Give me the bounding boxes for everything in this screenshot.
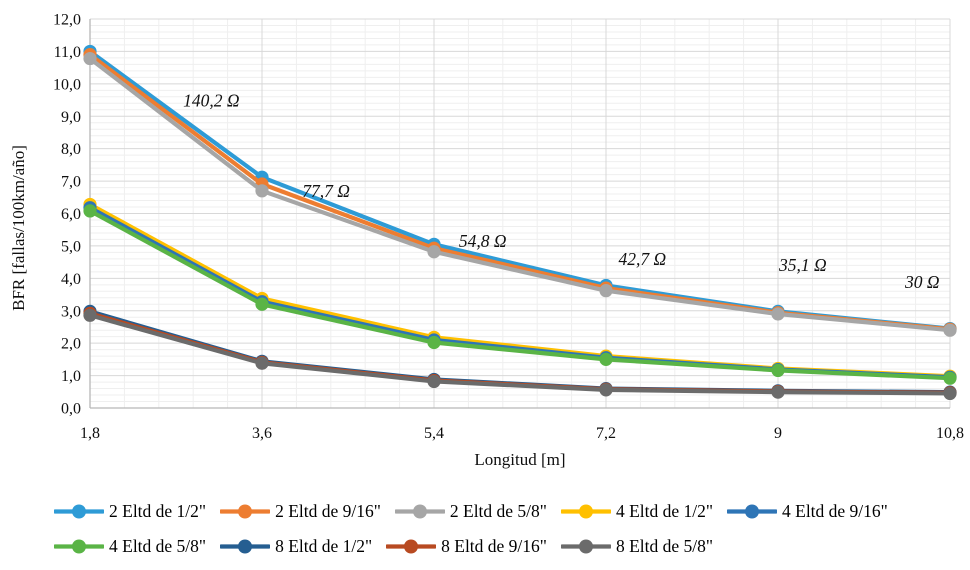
legend-item-6: 8 Eltd de 1/2" (220, 536, 372, 557)
data-point (83, 51, 97, 66)
y-tick-label: 4,0 (61, 271, 81, 288)
legend-line-marker-icon (54, 504, 104, 519)
data-point (255, 297, 269, 311)
series-line-2 (87, 56, 953, 333)
y-tick-label: 0,0 (61, 401, 81, 418)
data-point (771, 363, 785, 377)
legend-row-1: 2 Eltd de 1/2" 2 Eltd de 9/16" 2 Eltd de 5… (0, 494, 970, 529)
data-point (599, 352, 613, 366)
legend-item-1: 2 Eltd de 9/16" (220, 501, 381, 522)
legend-line-marker-icon (560, 504, 611, 519)
resistance-annotation: 77,7 Ω (302, 181, 350, 201)
legend-line-marker-icon (560, 539, 611, 554)
x-tick-label: 9 (774, 425, 782, 442)
resistance-annotation: 35,1 Ω (778, 255, 827, 275)
y-tick-label: 9,0 (61, 109, 81, 126)
y-tick-label: 7,0 (61, 174, 81, 191)
y-tick-label: 1,0 (61, 368, 81, 385)
y-axis-title: BFR [fallas/100km/año] (9, 145, 28, 311)
legend-label: 4 Eltd de 9/16" (782, 501, 888, 521)
resistance-annotation: 42,7 Ω (618, 249, 666, 269)
legend-item-8: 8 Eltd de 5/8" (560, 536, 713, 557)
resistance-annotation: 140,2 Ω (183, 91, 240, 111)
legend-item-3: 4 Eltd de 1/2" (560, 501, 713, 522)
y-tick-label: 2,0 (61, 336, 81, 353)
data-point (943, 386, 957, 401)
legend-label: 2 Eltd de 5/8" (449, 501, 547, 521)
y-tick-label: 6,0 (61, 206, 81, 223)
resistance-annotation: 30 Ω (904, 272, 940, 292)
x-axis-title: Longitud [m] (474, 450, 565, 469)
data-point (943, 323, 957, 337)
legend-label: 8 Eltd de 5/8" (615, 536, 713, 556)
bfr-line-chart: 140,2 Ω 77,7 Ω 54,8 Ω 42,7 Ω 35,1 Ω 30 Ω 0,0 1,… (9, 12, 964, 470)
legend-label: 2 Eltd de 1/2" (109, 501, 207, 521)
legend-label: 4 Eltd de 5/8" (109, 536, 207, 556)
data-point (599, 383, 613, 397)
x-tick-label: 7,2 (596, 425, 616, 442)
x-tick-label: 5,4 (424, 425, 444, 442)
legend-item-4: 4 Eltd de 9/16" (727, 501, 888, 522)
data-point (83, 204, 97, 218)
legend-label: 4 Eltd de 1/2" (615, 501, 713, 521)
y-tick-label: 8,0 (61, 141, 81, 158)
y-tick-label: 5,0 (61, 238, 81, 255)
series-line-8 (87, 313, 953, 396)
data-point (427, 335, 441, 350)
chart-legend: 2 Eltd de 1/2" 2 Eltd de 9/16" 2 Eltd de 5… (0, 494, 970, 564)
legend-line-marker-icon (220, 504, 271, 519)
legend-item-7: 8 Eltd de 9/16" (386, 536, 547, 557)
x-tick-label: 3,6 (252, 425, 272, 442)
data-point (427, 374, 441, 389)
x-tick-label: 1,8 (80, 425, 100, 442)
data-point (771, 307, 785, 321)
series-line-5 (87, 208, 953, 381)
data-point (599, 284, 613, 298)
legend-line-marker-icon (386, 539, 437, 554)
legend-row-2: 4 Eltd de 5/8" 8 Eltd de 1/2" 8 Eltd de 9/… (0, 529, 970, 564)
legend-label: 8 Eltd de 9/16" (441, 536, 547, 556)
data-point (771, 385, 785, 399)
legend-label: 2 Eltd de 9/16" (275, 501, 381, 521)
legend-line-marker-icon (727, 504, 777, 519)
legend-item-5: 4 Eltd de 5/8" (54, 536, 206, 557)
legend-line-marker-icon (220, 539, 271, 554)
data-point (427, 245, 441, 259)
y-tick-label: 11,0 (54, 44, 81, 61)
data-point (943, 371, 957, 385)
data-point (255, 184, 269, 198)
data-point (83, 308, 97, 322)
y-tick-label: 3,0 (61, 303, 81, 320)
legend-line-marker-icon (394, 504, 445, 519)
resistance-annotation: 54,8 Ω (459, 231, 507, 251)
legend-item-0: 2 Eltd de 1/2" (54, 501, 206, 522)
legend-label: 8 Eltd de 1/2" (275, 536, 373, 556)
y-tick-label: 12,0 (53, 12, 81, 29)
data-point (255, 356, 269, 370)
x-tick-label: 10,8 (936, 425, 964, 442)
legend-item-2: 2 Eltd de 5/8" (394, 501, 547, 522)
y-tick-label: 10,0 (53, 76, 81, 93)
legend-line-marker-icon (54, 539, 104, 554)
